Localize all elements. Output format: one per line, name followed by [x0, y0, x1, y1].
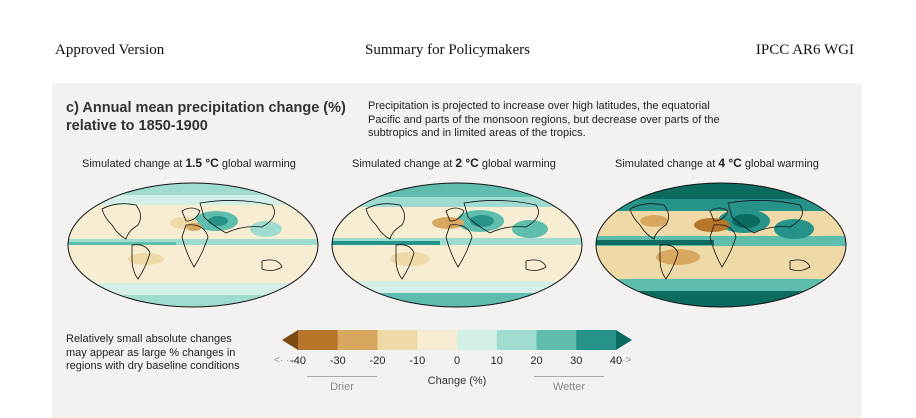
- colorbar-segment: [457, 330, 498, 350]
- wetter-arrow-line: [534, 376, 604, 377]
- drier-label: Drier: [330, 381, 354, 393]
- colorbar-segment: [496, 330, 537, 350]
- dry-baseline-note: Relatively small absolute changes may ap…: [66, 333, 256, 374]
- colorbar-segment: [536, 330, 577, 350]
- colorbar-segment: [337, 330, 378, 350]
- right-dotted-arrow: · · ·>: [610, 355, 632, 366]
- note-line2: may appear as large % changes in: [66, 346, 236, 359]
- precipitation-panel: c) Annual mean precipitation change (%) …: [52, 83, 862, 418]
- description-line1: Precipitation is projected to increase o…: [368, 100, 710, 112]
- map-label-prefix: Simulated change at: [615, 158, 719, 170]
- map-label-level: 4 °C: [718, 156, 742, 170]
- header-center-text: Summary for Policymakers: [365, 42, 530, 58]
- colorbar-tick-label: 0: [453, 355, 461, 367]
- description-line2: Pacific and parts of the monsoon regions…: [368, 113, 720, 126]
- colorbar-segment: [417, 330, 458, 350]
- colorbar-tick-label: 40: [609, 355, 623, 367]
- wetter-label: Wetter: [552, 381, 586, 393]
- world-map-1-5c: [67, 182, 319, 308]
- world-map-2c: [331, 182, 583, 308]
- note-line3: regions with dry baseline conditions: [66, 360, 240, 372]
- map-label-suffix: global warming: [478, 158, 556, 170]
- world-map-4c: [595, 182, 847, 308]
- colorbar-segment: [377, 330, 418, 350]
- colorbar-segment: [298, 330, 339, 350]
- colorbar-tick-label: 30: [570, 355, 583, 367]
- colorbar-tick-label: -30: [329, 355, 346, 367]
- header-right-text: IPCC AR6 WGI: [755, 42, 854, 58]
- panel-title: c) Annual mean precipitation change (%) …: [66, 99, 366, 135]
- colorbar-axis-label: Change (%): [427, 375, 487, 387]
- colorbar-tick-label: -20: [369, 355, 386, 367]
- panel-description: Precipitation is projected to increase o…: [368, 100, 758, 141]
- colorbar-segment: [282, 330, 298, 350]
- colorbar-tick-label: 10: [490, 355, 503, 367]
- header-left-text: Approved Version: [55, 42, 165, 58]
- map-label-suffix: global warming: [218, 158, 296, 170]
- note-line1: Relatively small absolute changes: [66, 333, 232, 345]
- colorbar-segment: [576, 330, 617, 350]
- precipitation-colorbar: [282, 330, 632, 350]
- colorbar-tick-label: -10: [409, 355, 426, 367]
- panel-title-line2: relative to 1850-1900: [66, 118, 208, 134]
- description-line3: subtropics and in limited areas of the t…: [368, 127, 586, 139]
- map-label-suffix: global warming: [741, 158, 819, 170]
- map-label-1-5c: Simulated change at 1.5 °C global warmin…: [82, 156, 296, 170]
- colorbar-segment: [616, 330, 632, 350]
- panel-title-line1: c) Annual mean precipitation change (%): [66, 100, 346, 116]
- map-label-prefix: Simulated change at: [82, 158, 186, 170]
- map-label-2c: Simulated change at 2 °C global warming: [352, 156, 556, 170]
- map-label-level: 2 °C: [455, 156, 479, 170]
- left-dotted-arrow: <· · ·: [274, 355, 296, 366]
- drier-arrow-line: [307, 376, 377, 377]
- colorbar-tick-label: 20: [530, 355, 543, 367]
- map-label-4c: Simulated change at 4 °C global warming: [615, 156, 819, 170]
- map-label-prefix: Simulated change at: [352, 158, 456, 170]
- colorbar-tick-label: -40: [290, 355, 306, 367]
- map-label-level: 1.5 °C: [185, 156, 219, 170]
